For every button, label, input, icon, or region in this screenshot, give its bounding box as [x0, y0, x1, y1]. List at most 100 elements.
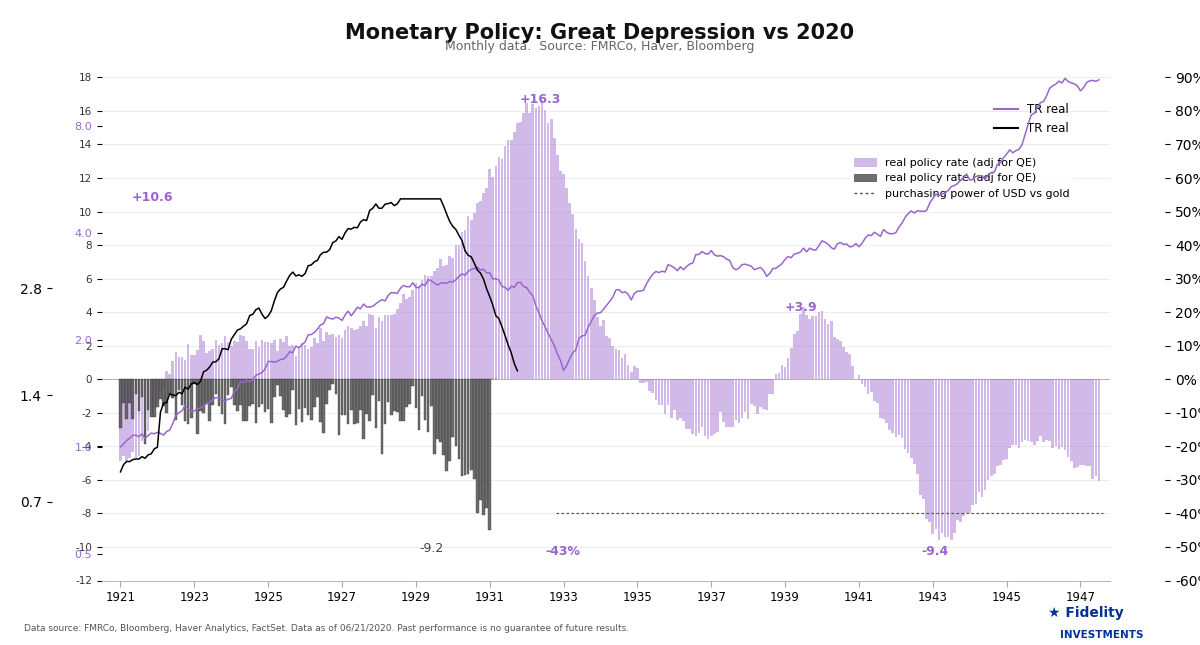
- Bar: [1027, 379, 1030, 441]
- Bar: [276, 379, 278, 385]
- Bar: [331, 333, 334, 379]
- Text: INVESTMENTS: INVESTMENTS: [1060, 630, 1144, 640]
- Text: Monthly data.  Source: FMRCo, Haver, Bloomberg: Monthly data. Source: FMRCo, Haver, Bloo…: [445, 40, 755, 53]
- Bar: [288, 346, 292, 379]
- Bar: [236, 379, 239, 411]
- Bar: [174, 379, 178, 420]
- Bar: [634, 366, 636, 379]
- Bar: [689, 379, 691, 429]
- Bar: [652, 379, 654, 393]
- Bar: [150, 379, 152, 415]
- Bar: [146, 379, 150, 410]
- Bar: [347, 379, 349, 424]
- Bar: [168, 379, 172, 395]
- Bar: [784, 367, 786, 379]
- Bar: [701, 379, 703, 427]
- Bar: [408, 379, 412, 404]
- Bar: [532, 104, 534, 379]
- Bar: [1036, 379, 1039, 441]
- Bar: [740, 379, 743, 419]
- Bar: [679, 379, 682, 417]
- Bar: [301, 343, 304, 379]
- Bar: [746, 379, 750, 419]
- Bar: [528, 113, 532, 379]
- Bar: [162, 379, 164, 388]
- Bar: [412, 290, 414, 379]
- Bar: [479, 379, 481, 500]
- Bar: [335, 337, 337, 379]
- Bar: [380, 379, 383, 453]
- Bar: [230, 379, 233, 386]
- Bar: [919, 379, 922, 495]
- Bar: [396, 379, 398, 412]
- Bar: [266, 379, 270, 410]
- Bar: [796, 331, 799, 379]
- Bar: [467, 379, 469, 474]
- Bar: [673, 379, 676, 410]
- Bar: [959, 379, 961, 522]
- Bar: [134, 379, 137, 394]
- Bar: [362, 379, 365, 439]
- Bar: [260, 340, 263, 379]
- Bar: [648, 379, 652, 391]
- Bar: [270, 379, 272, 423]
- Bar: [427, 379, 430, 432]
- Bar: [1073, 379, 1075, 468]
- Bar: [750, 379, 752, 404]
- Bar: [298, 348, 300, 379]
- Bar: [618, 350, 620, 379]
- Bar: [874, 379, 876, 401]
- Bar: [556, 155, 559, 379]
- Bar: [467, 216, 469, 379]
- Bar: [119, 379, 121, 428]
- Bar: [470, 219, 473, 379]
- Bar: [160, 379, 162, 399]
- Bar: [384, 315, 386, 379]
- Bar: [325, 332, 328, 379]
- Bar: [571, 213, 574, 379]
- Bar: [266, 342, 270, 379]
- Bar: [811, 316, 814, 379]
- Bar: [833, 337, 835, 379]
- Bar: [356, 329, 359, 379]
- Bar: [125, 379, 128, 461]
- Bar: [386, 315, 390, 379]
- Bar: [132, 379, 134, 452]
- Bar: [374, 379, 377, 428]
- Bar: [1085, 379, 1088, 466]
- Bar: [313, 379, 316, 406]
- Bar: [156, 379, 158, 408]
- Bar: [1045, 379, 1048, 440]
- Bar: [430, 276, 432, 379]
- Bar: [984, 379, 986, 490]
- Bar: [1024, 379, 1026, 440]
- Bar: [372, 379, 374, 395]
- Bar: [1055, 379, 1057, 446]
- Bar: [384, 379, 386, 424]
- Bar: [624, 353, 626, 379]
- Bar: [830, 321, 833, 379]
- Text: +3.9: +3.9: [785, 301, 817, 313]
- Bar: [270, 342, 272, 379]
- Bar: [356, 379, 359, 423]
- Bar: [406, 379, 408, 407]
- Text: +16.3: +16.3: [520, 92, 560, 106]
- Text: Monetary Policy: Great Depression vs 2020: Monetary Policy: Great Depression vs 202…: [346, 23, 854, 43]
- Bar: [313, 338, 316, 379]
- Bar: [587, 275, 589, 379]
- Bar: [445, 379, 448, 471]
- Bar: [1051, 379, 1054, 448]
- Bar: [978, 379, 980, 492]
- Bar: [396, 310, 398, 379]
- Bar: [913, 379, 916, 464]
- Bar: [239, 335, 241, 379]
- Bar: [378, 317, 380, 379]
- Bar: [280, 339, 282, 379]
- Bar: [642, 379, 644, 383]
- Bar: [325, 379, 328, 404]
- Bar: [154, 379, 156, 417]
- Bar: [239, 379, 241, 404]
- Bar: [925, 379, 928, 519]
- Bar: [343, 379, 347, 415]
- Bar: [445, 266, 448, 379]
